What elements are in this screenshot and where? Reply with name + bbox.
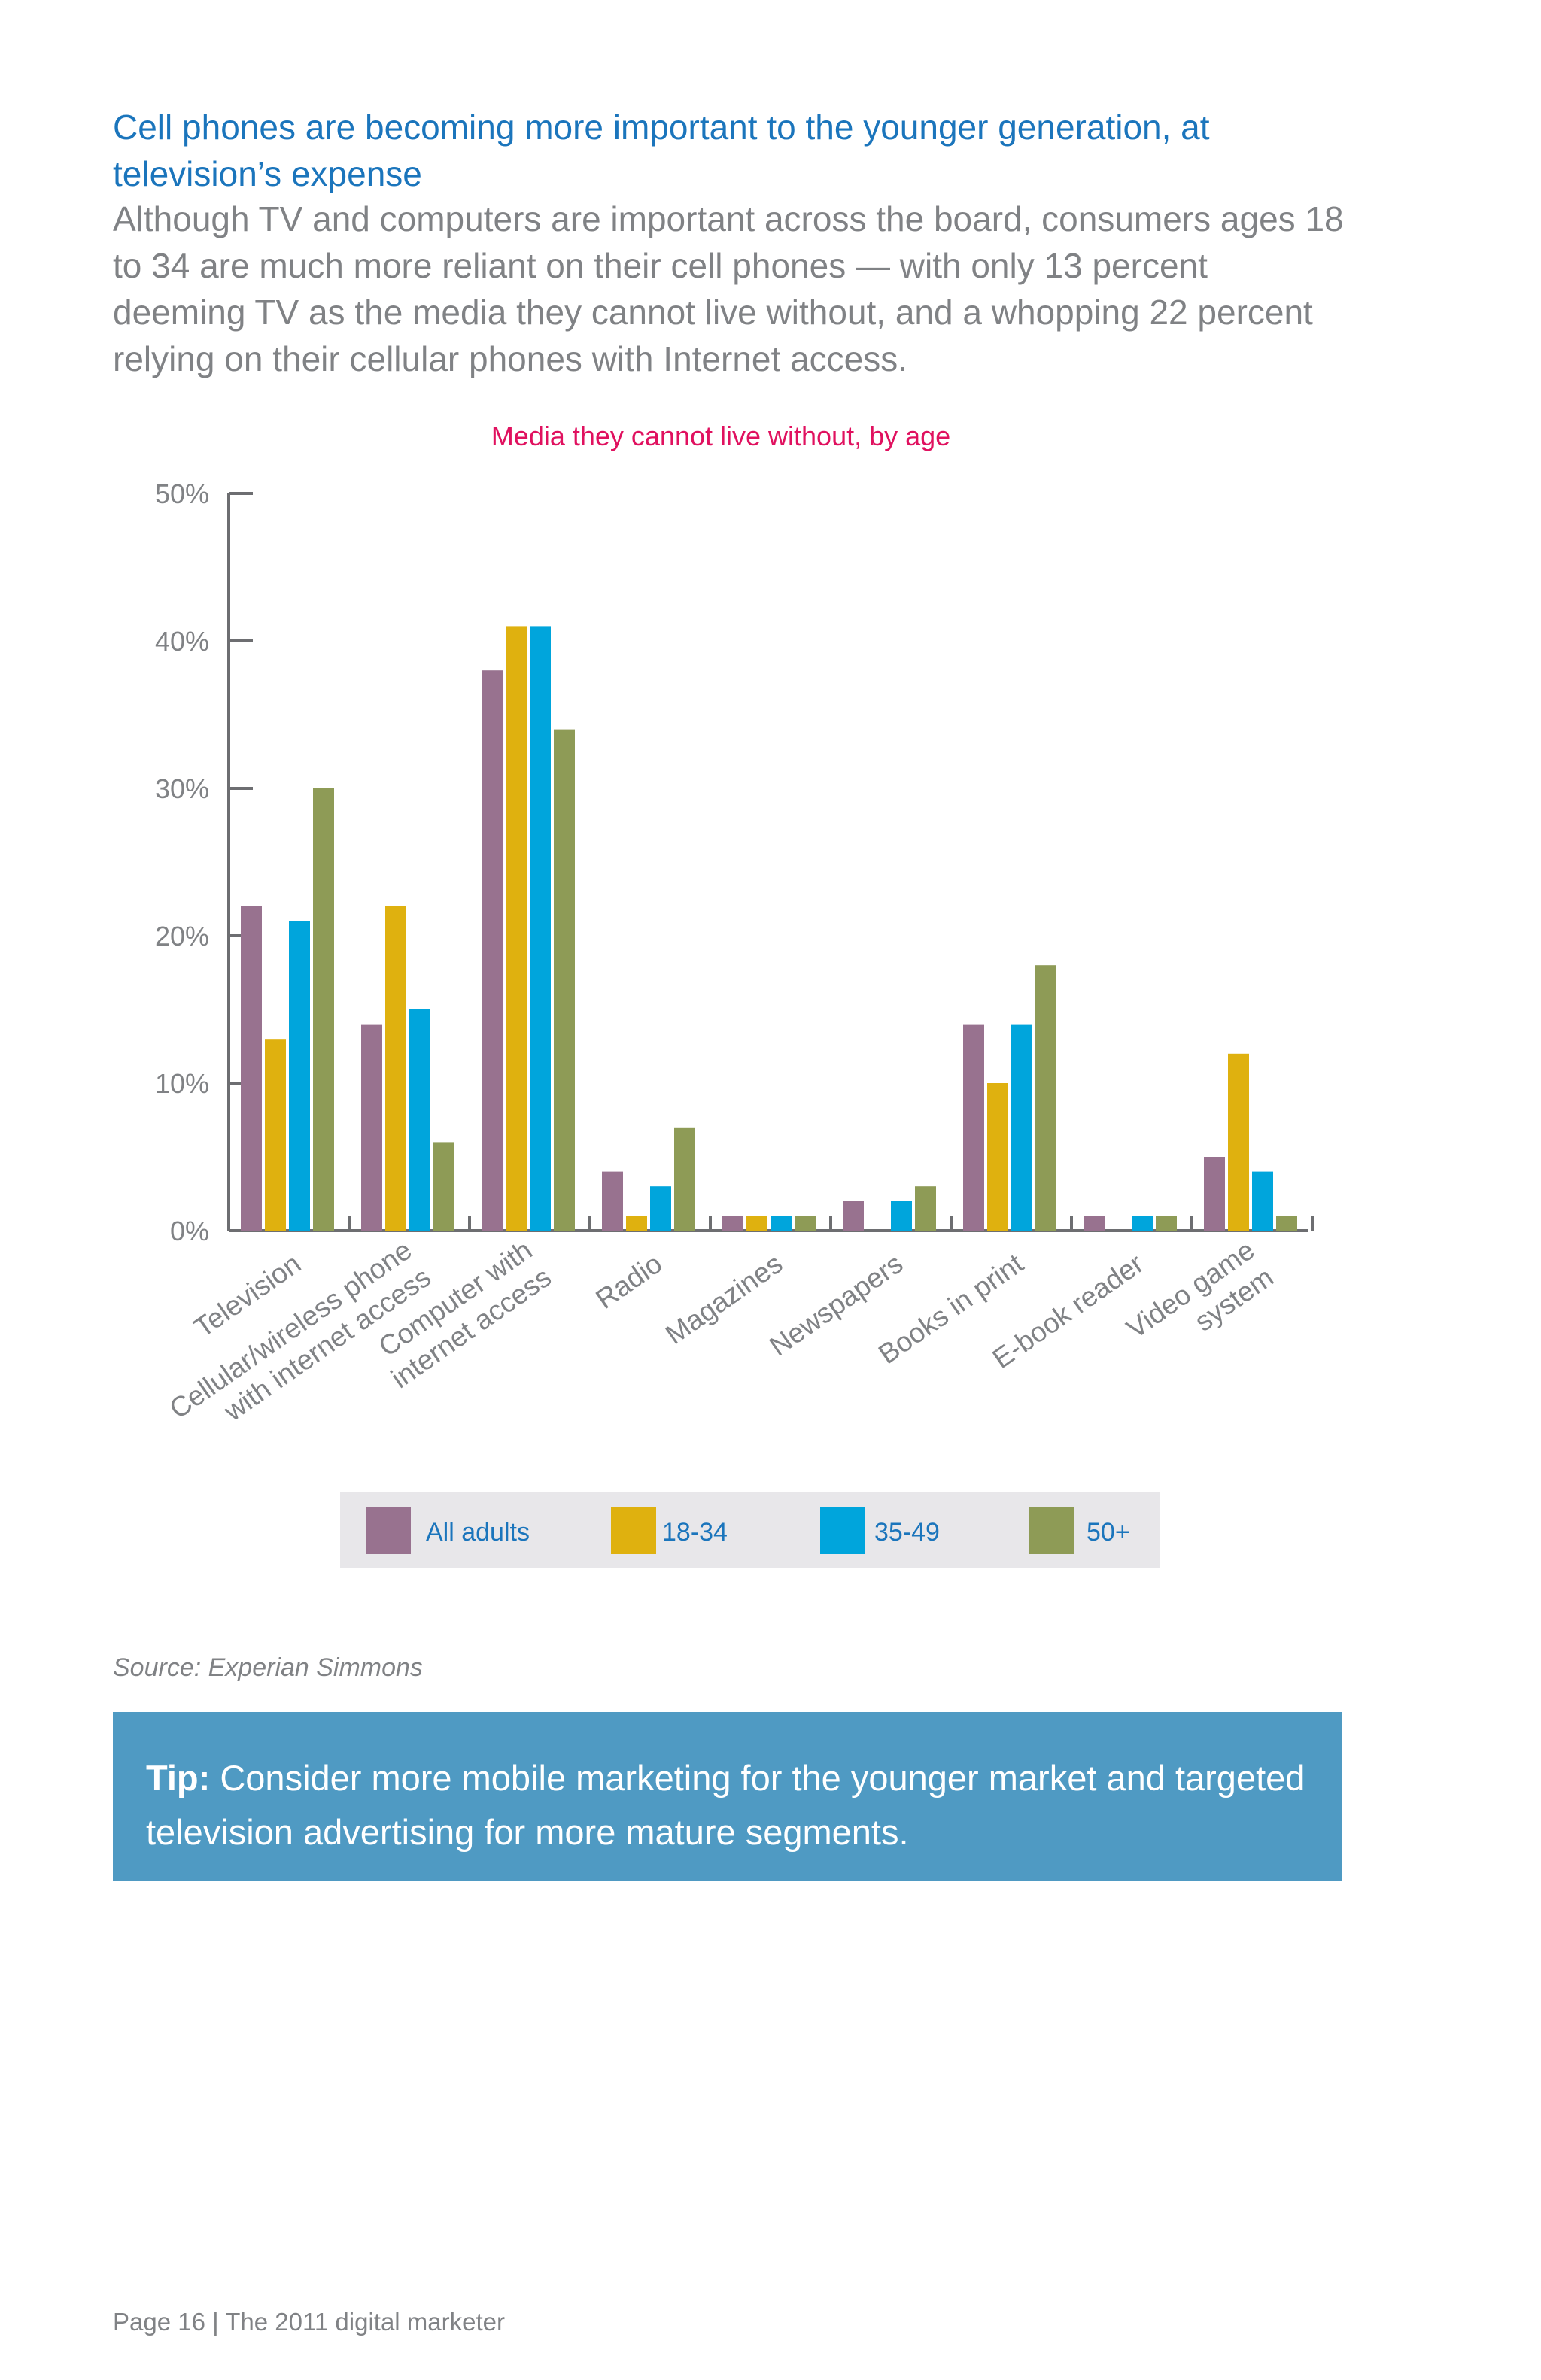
y-tick-label: 0% (170, 1216, 209, 1246)
bar (674, 1127, 695, 1231)
legend-label: 50+ (1087, 1518, 1130, 1547)
legend-swatch (1029, 1507, 1074, 1554)
media-by-age-chart: Media they cannot live without, by age 0%… (155, 420, 1314, 1568)
bar (1035, 965, 1056, 1231)
bar (795, 1216, 816, 1231)
bar (746, 1216, 767, 1231)
bar (1132, 1216, 1153, 1231)
bar (843, 1201, 864, 1231)
bar (433, 1142, 454, 1231)
bar (1276, 1216, 1297, 1231)
bar (1011, 1024, 1032, 1231)
x-category-label: Radio (590, 1248, 667, 1315)
legend-label: 18-34 (662, 1518, 728, 1547)
bar (530, 626, 551, 1231)
bar (289, 921, 310, 1231)
bar (554, 729, 575, 1231)
y-tick-label: 20% (155, 921, 209, 952)
y-tick-label: 30% (155, 773, 209, 804)
tip-text: Consider more mobile marketing for the y… (146, 1758, 1305, 1852)
chart-title: Media they cannot live without, by age (491, 420, 950, 451)
legend-swatch (611, 1507, 656, 1554)
bar (891, 1201, 912, 1231)
y-tick-label: 40% (155, 626, 209, 657)
bar (385, 906, 406, 1231)
bar (1084, 1216, 1105, 1231)
page-footer: Page 16 | The 2011 digital marketer (113, 2308, 506, 2336)
bar (915, 1186, 936, 1231)
intro-paragraph: Although TV and computers are important … (113, 199, 1344, 378)
bar (241, 906, 262, 1231)
source-note: Source: Experian Simmons (113, 1653, 423, 1682)
bar (506, 626, 527, 1231)
bar (602, 1171, 623, 1231)
bar (313, 788, 334, 1231)
bar (265, 1039, 286, 1231)
legend-label: All adults (426, 1518, 530, 1547)
bar (963, 1024, 984, 1231)
bar (626, 1216, 647, 1231)
bar (482, 670, 503, 1231)
legend-box (340, 1492, 1160, 1568)
bar (1228, 1053, 1249, 1231)
y-tick-label: 10% (155, 1068, 209, 1099)
bar (770, 1216, 792, 1231)
y-tick-label: 50% (155, 478, 209, 509)
bar (1156, 1216, 1177, 1231)
legend-swatch (820, 1507, 865, 1554)
x-category-label-line: Radio (590, 1248, 667, 1315)
tip-box: Tip: Consider more mobile marketing for … (113, 1712, 1342, 1881)
bar (1204, 1157, 1225, 1231)
legend-label: 35-49 (874, 1518, 940, 1547)
tip-label: Tip: (146, 1758, 211, 1798)
bar (361, 1024, 382, 1231)
bar (1252, 1171, 1273, 1231)
bar (409, 1009, 430, 1231)
bar (650, 1186, 671, 1231)
legend-swatch (366, 1507, 411, 1554)
bar (722, 1216, 743, 1231)
headline: Cell phones are becoming more important … (113, 108, 1210, 193)
x-category-label: Video gamesystem (1121, 1234, 1279, 1372)
bar (987, 1083, 1008, 1231)
